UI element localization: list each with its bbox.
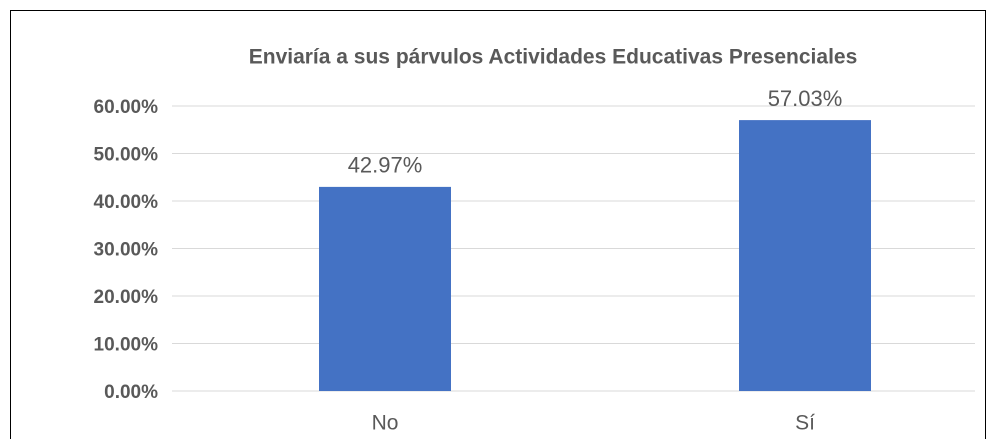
bar xyxy=(739,120,871,392)
y-tick-label: 20.00% xyxy=(94,287,159,308)
x-tick-label: No xyxy=(372,412,399,435)
data-label: 57.03% xyxy=(768,86,843,111)
y-tick-label: 50.00% xyxy=(94,145,159,166)
bar xyxy=(319,186,451,391)
y-tick-label: 0.00% xyxy=(104,382,158,403)
y-tick-label: 40.00% xyxy=(94,192,159,213)
chart-title: Enviaría a sus párvulos Actividades Educ… xyxy=(249,46,858,69)
y-tick-label: 60.00% xyxy=(94,97,159,118)
y-tick-label: 10.00% xyxy=(94,335,159,356)
data-label: 42.97% xyxy=(348,153,423,178)
x-tick-label: Sí xyxy=(795,412,815,435)
y-tick-label: 30.00% xyxy=(94,240,159,261)
